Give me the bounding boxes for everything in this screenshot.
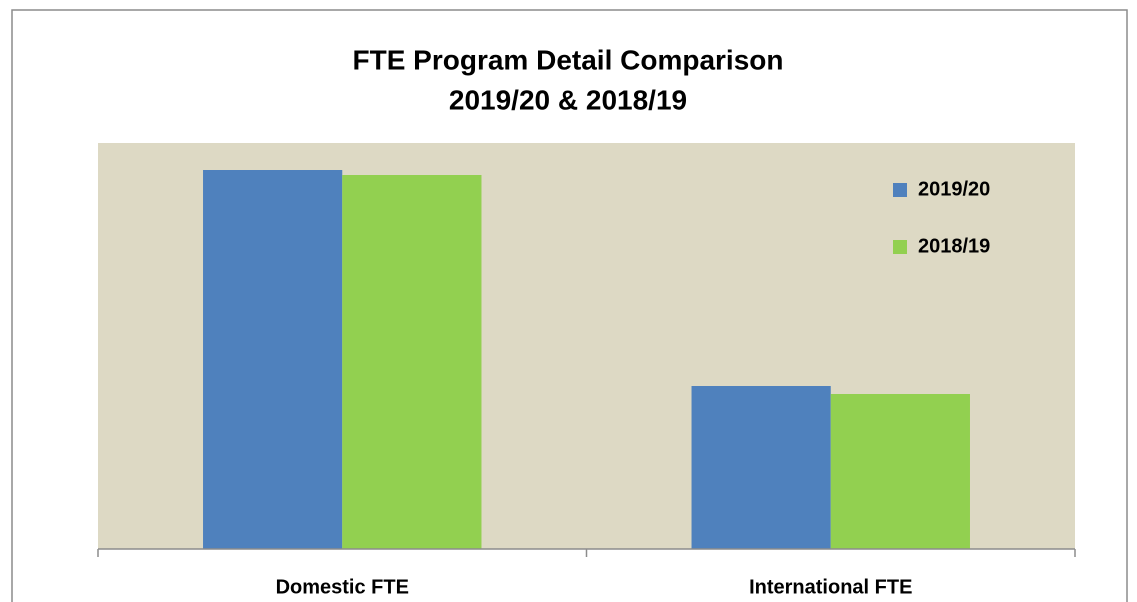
bar [830,394,970,549]
legend-swatch [893,240,907,254]
chart-subtitle: 2019/20 & 2018/19 [449,84,687,115]
x-tick-label: International FTE [749,576,912,598]
x-tick-label: Domestic FTE [276,576,409,598]
bar [691,386,831,549]
legend-swatch [893,183,907,197]
bar [342,175,482,549]
bar [203,170,343,549]
legend-label: 2019/20 [918,178,990,200]
legend-label: 2018/19 [918,235,990,257]
chart-title: FTE Program Detail Comparison [353,44,784,75]
